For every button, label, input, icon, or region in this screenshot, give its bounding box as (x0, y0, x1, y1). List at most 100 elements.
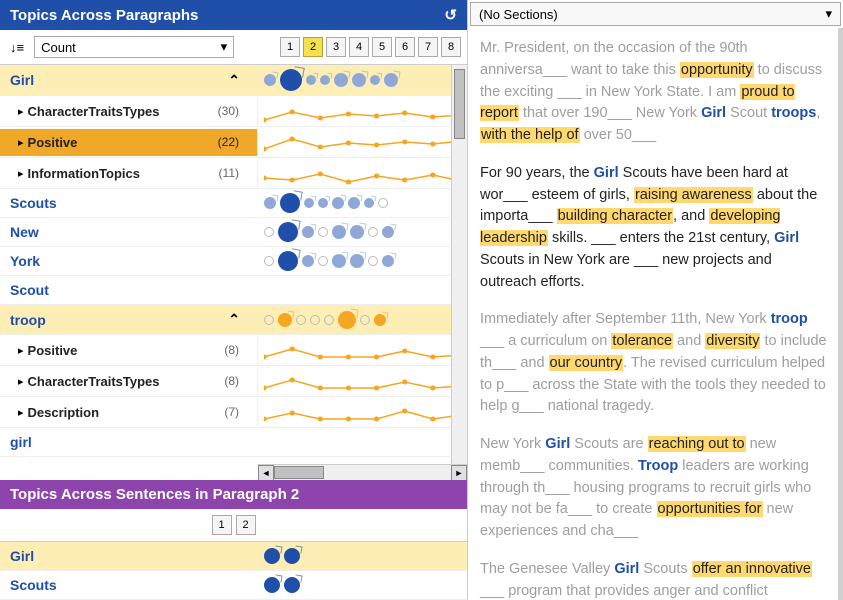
topic-row-scout[interactable]: Scout (0, 276, 467, 305)
frequency-dot (280, 69, 302, 91)
subtopic-row-charactertraitstypes[interactable]: ▸CharacterTraitsTypes(30) (0, 96, 467, 127)
scroll-right-button[interactable]: ► (451, 465, 467, 481)
subtopic-label: Description (28, 405, 100, 420)
frequency-dot (332, 254, 346, 268)
paragraph-1[interactable]: Mr. President, on the occasion of the 90… (480, 38, 831, 147)
expand-icon[interactable]: ▸ (18, 167, 24, 180)
sentence-toolbar: 12 (0, 509, 467, 542)
frequency-dot (332, 225, 346, 239)
frequency-dot (264, 256, 274, 266)
topics-scroll: Girl⌃▸CharacterTraitsTypes(30)▸Positive(… (0, 65, 467, 464)
sentence-topic-scouts[interactable]: Scouts (0, 571, 467, 600)
frequency-dot (278, 313, 292, 327)
vertical-scrollbar[interactable] (451, 65, 467, 464)
subtopic-label: Positive (28, 135, 78, 150)
count-select[interactable]: Count ▾ (34, 36, 234, 58)
sentence-page-1[interactable]: 1 (212, 515, 232, 535)
paragraph-2[interactable]: For 90 years, the Girl Scouts have been … (480, 163, 831, 294)
left-panel: Topics Across Paragraphs ↺ ↓≡ Count ▾ 12… (0, 0, 468, 600)
frequency-dot (302, 226, 314, 238)
frequency-dot (284, 548, 300, 564)
viz-cell (258, 65, 467, 95)
page-button-6[interactable]: 6 (395, 37, 415, 57)
paragraph-4[interactable]: New York Girl Scouts are reaching out to… (480, 434, 831, 543)
frequency-dot (324, 315, 334, 325)
section-select[interactable]: (No Sections) ▾ (470, 2, 841, 26)
scrollbar-thumb[interactable] (454, 69, 465, 139)
page-buttons: 12345678 (280, 37, 461, 57)
frequency-dot (382, 255, 394, 267)
topics-paragraphs-header: Topics Across Paragraphs ↺ (0, 0, 467, 30)
subtopic-row-informationtopics[interactable]: ▸InformationTopics(11) (0, 158, 467, 189)
count-badge: (8) (224, 343, 247, 357)
subtopic-row-positive[interactable]: ▸Positive(22) (0, 127, 467, 158)
topic-label: New (10, 224, 39, 240)
collapse-icon[interactable]: ⌃ (228, 311, 248, 328)
expand-icon[interactable]: ▸ (18, 105, 24, 118)
sort-button[interactable]: ↓≡ (6, 38, 28, 57)
page-button-4[interactable]: 4 (349, 37, 369, 57)
undo-button[interactable]: ↺ (444, 6, 457, 24)
topic-label: York (10, 253, 40, 269)
viz-cell (258, 544, 467, 568)
page-button-1[interactable]: 1 (280, 37, 300, 57)
collapse-icon[interactable]: ⌃ (228, 72, 248, 89)
frequency-dot (370, 75, 380, 85)
scroll-left-button[interactable]: ◄ (258, 465, 274, 481)
subtopic-label: CharacterTraitsTypes (28, 374, 160, 389)
subtopic-row-description[interactable]: ▸Description(7) (0, 397, 467, 428)
topic-row-scouts[interactable]: Scouts (0, 189, 467, 218)
sparkline (258, 127, 467, 157)
scroll-thumb[interactable] (274, 466, 324, 479)
toolbar: ↓≡ Count ▾ 12345678 (0, 30, 467, 65)
expand-icon[interactable]: ▸ (18, 375, 24, 388)
frequency-dot (264, 74, 276, 86)
topic-row-girl[interactable]: Girl⌃ (0, 65, 467, 96)
sentences-title: Topics Across Sentences in Paragraph 2 (10, 486, 299, 503)
page-button-5[interactable]: 5 (372, 37, 392, 57)
frequency-dot (296, 315, 306, 325)
subtopic-row-positive[interactable]: ▸ Positive (8) (0, 335, 467, 366)
section-label: (No Sections) (479, 7, 558, 22)
count-badge: (8) (224, 374, 247, 388)
scroll-track[interactable] (274, 465, 451, 480)
page-button-8[interactable]: 8 (441, 37, 461, 57)
sentence-page-2[interactable]: 2 (236, 515, 256, 535)
frequency-dot (264, 227, 274, 237)
subtopic-row-charactertraitstypes[interactable]: ▸ CharacterTraitsTypes (8) (0, 366, 467, 397)
paragraph-3[interactable]: Immediately after September 11th, New Yo… (480, 309, 831, 418)
page-button-7[interactable]: 7 (418, 37, 438, 57)
viz-cell (258, 438, 467, 446)
frequency-dot (302, 255, 314, 267)
topic-row-new[interactable]: New (0, 218, 467, 247)
frequency-dot (368, 227, 378, 237)
count-badge: (11) (219, 166, 247, 180)
page-button-2[interactable]: 2 (303, 37, 323, 57)
sparkline (258, 397, 467, 427)
topic-row-girl[interactable]: girl (0, 428, 467, 457)
dropdown-icon: ▾ (825, 6, 832, 22)
right-scrollbar[interactable] (838, 28, 843, 600)
viz-cell (258, 286, 467, 294)
horizontal-scrollbar[interactable]: ◄ ► (258, 464, 467, 480)
dropdown-icon: ▾ (221, 39, 228, 55)
page-button-3[interactable]: 3 (326, 37, 346, 57)
viz-cell (258, 189, 467, 217)
subtopic-label: Positive (28, 343, 78, 358)
expand-icon[interactable]: ▸ (18, 136, 24, 149)
frequency-dot (352, 73, 366, 87)
topic-row-york[interactable]: York (0, 247, 467, 276)
frequency-dot (320, 75, 330, 85)
frequency-dot (350, 225, 364, 239)
expand-icon[interactable]: ▸ (18, 344, 24, 357)
topic-label: Scouts (10, 577, 57, 593)
count-badge: (30) (218, 104, 247, 118)
topics-list: Girl⌃▸CharacterTraitsTypes(30)▸Positive(… (0, 65, 467, 457)
topic-row-troop[interactable]: troop⌃ (0, 305, 467, 335)
sentence-topics-list: Girl Scouts (0, 542, 467, 600)
expand-icon[interactable]: ▸ (18, 406, 24, 419)
frequency-dot (318, 256, 328, 266)
sentence-topic-girl[interactable]: Girl (0, 542, 467, 571)
frequency-dot (264, 577, 280, 593)
paragraph-5[interactable]: The Genesee Valley Girl Scouts offer an … (480, 559, 831, 600)
